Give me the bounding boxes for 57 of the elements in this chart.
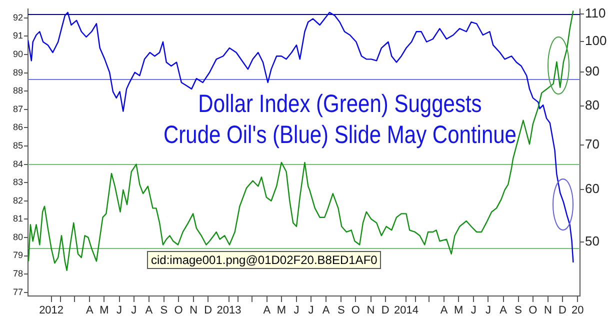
x-tick-label: J	[308, 304, 314, 317]
x-tick-label: D	[204, 304, 212, 317]
x-tick-label: M	[454, 304, 464, 317]
x-tick-label: O	[351, 304, 360, 317]
y2-tick-label: 90	[585, 64, 600, 79]
text: Crude Oil's (Blue) Slide May Continue	[162, 121, 518, 150]
y-tick-label: 77	[12, 286, 23, 297]
x-tick-label: A	[500, 304, 508, 317]
x-tick-label: M	[276, 304, 286, 317]
x-tick-label: A	[322, 304, 330, 317]
x-tick-label: S	[514, 304, 522, 317]
x-tick-label: N	[544, 304, 552, 317]
y-tick-label: 89	[12, 67, 23, 78]
y2-tick-label: 60	[585, 180, 600, 196]
y-tick-label: 90	[12, 49, 23, 60]
x-tick-label: S	[337, 304, 345, 317]
x-tick-label: O	[174, 304, 184, 317]
y-tick-label: 79	[12, 250, 23, 260]
x-tick-label: J	[294, 304, 300, 317]
y2-tick-label: 110	[585, 6, 606, 21]
x-tick-label: J	[131, 304, 137, 317]
y-tick-label: 92	[12, 12, 23, 22]
x-tick-label: A	[86, 304, 94, 317]
x-tick-label: 2013	[216, 304, 242, 317]
y2-tick-label: 80	[585, 98, 600, 113]
y-tick-label: 86	[12, 122, 23, 132]
y-tick-label: 82	[12, 195, 23, 206]
y-tick-label: 78	[12, 268, 23, 279]
y-tick-label: 91	[12, 30, 23, 41]
x-tick-label: M	[100, 304, 109, 317]
y-tick-label: 81	[12, 214, 23, 224]
y2-tick-label: 50	[585, 234, 600, 249]
x-tick-label: O	[528, 304, 538, 317]
y-tick-label: 87	[12, 104, 23, 114]
x-tick-label: 2012	[39, 304, 64, 317]
y2-tick-label: 100	[585, 33, 607, 48]
x-tick-label: N	[366, 304, 375, 317]
x-tick-label: A	[440, 304, 448, 317]
x-tick-label: J	[485, 304, 491, 317]
x-tick-label: J	[470, 304, 476, 317]
x-tick-label: D	[381, 304, 390, 317]
text: Dollar Index (Green) Suggests	[197, 90, 483, 119]
x-tick-label: 2014	[394, 304, 418, 317]
x-tick-label: A	[145, 304, 154, 317]
y-tick-label: 83	[12, 177, 23, 188]
y-tick-label: 84	[12, 158, 23, 169]
x-tick-label: D	[558, 304, 567, 317]
x-tick-label: J	[116, 304, 122, 317]
x-tick-label: 20	[571, 304, 584, 317]
y-tick-label: 80	[12, 232, 23, 242]
y2-tick-label: 70	[585, 136, 600, 152]
y-tick-label: 85	[12, 140, 23, 150]
x-tick-label: A	[263, 304, 272, 317]
annotation: cid:image001.png@01D02F20.B8ED1AF0	[147, 251, 382, 269]
x-tick-label: N	[190, 304, 198, 317]
y-tick-label: 88	[12, 86, 23, 96]
x-tick-label: S	[160, 304, 168, 317]
